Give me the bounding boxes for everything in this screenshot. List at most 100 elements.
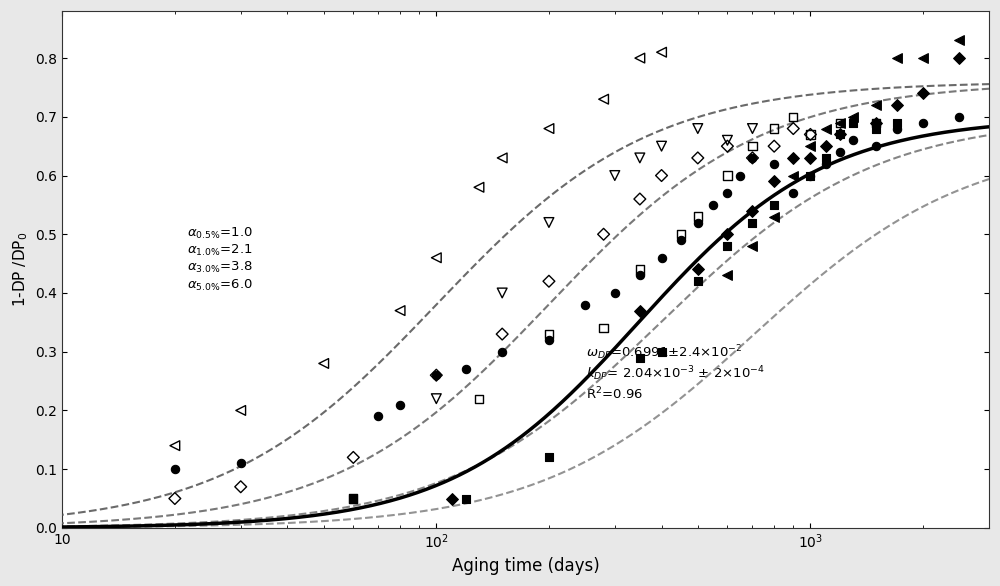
Point	[632, 195, 648, 204]
Point	[632, 265, 648, 274]
Point	[766, 200, 782, 210]
Point	[832, 118, 848, 127]
Point	[766, 141, 782, 151]
Point	[785, 171, 801, 180]
Point	[654, 141, 670, 151]
Point	[802, 171, 818, 180]
Point	[802, 141, 818, 151]
Point	[541, 329, 557, 339]
Point	[607, 171, 623, 180]
Point	[744, 218, 760, 227]
Point	[541, 124, 557, 133]
Point	[370, 411, 386, 421]
Point	[951, 53, 967, 63]
Text: $\omega_{DP}$=0.6991$\pm$2.4$\times$10$^{-2}$
$k_{DP}$= 2.04$\times$10$^{-3}$ $\: $\omega_{DP}$=0.6991$\pm$2.4$\times$10$^…	[586, 343, 765, 403]
Point	[868, 118, 884, 127]
Point	[494, 288, 510, 298]
Point	[428, 370, 444, 380]
Point	[766, 177, 782, 186]
Point	[541, 218, 557, 227]
Point	[494, 329, 510, 339]
Point	[889, 118, 905, 127]
Point	[719, 271, 735, 280]
Point	[494, 347, 510, 356]
Point	[345, 453, 361, 462]
Point	[845, 135, 861, 145]
Point	[654, 47, 670, 57]
Y-axis label: 1-DP /DP$_0$: 1-DP /DP$_0$	[11, 232, 30, 307]
Point	[818, 124, 834, 133]
Point	[494, 153, 510, 162]
Point	[596, 230, 612, 239]
Point	[345, 494, 361, 503]
Point	[868, 124, 884, 133]
Point	[428, 253, 444, 263]
Point	[915, 88, 931, 98]
Point	[458, 364, 474, 374]
Point	[719, 171, 735, 180]
Point	[785, 153, 801, 162]
Point	[951, 36, 967, 45]
Point	[541, 453, 557, 462]
Point	[392, 400, 408, 409]
Point	[845, 118, 861, 127]
Point	[632, 153, 648, 162]
Point	[541, 335, 557, 345]
Point	[428, 370, 444, 380]
Point	[889, 53, 905, 63]
Point	[766, 124, 782, 133]
Point	[832, 130, 848, 139]
Point	[915, 118, 931, 127]
Point	[744, 241, 760, 251]
Point	[719, 141, 735, 151]
Point	[444, 494, 460, 503]
Point	[632, 306, 648, 315]
Point	[690, 277, 706, 286]
Point	[471, 394, 487, 403]
Point	[802, 130, 818, 139]
Point	[818, 141, 834, 151]
Point	[654, 171, 670, 180]
Point	[719, 230, 735, 239]
Point	[233, 459, 249, 468]
Point	[167, 494, 183, 503]
Point	[596, 94, 612, 104]
Point	[690, 218, 706, 227]
Point	[832, 147, 848, 156]
Point	[632, 271, 648, 280]
Point	[233, 482, 249, 492]
Point	[802, 171, 818, 180]
Point	[766, 212, 782, 222]
Point	[951, 112, 967, 121]
Point	[818, 153, 834, 162]
Point	[785, 189, 801, 198]
Point	[818, 159, 834, 169]
Point	[654, 253, 670, 263]
Point	[316, 359, 332, 368]
Point	[744, 206, 760, 216]
Point	[705, 200, 721, 210]
Point	[673, 236, 689, 245]
Point	[632, 53, 648, 63]
Point	[654, 347, 670, 356]
Point	[167, 465, 183, 474]
Point	[719, 241, 735, 251]
Point	[744, 153, 760, 162]
Point	[732, 171, 748, 180]
Point	[233, 406, 249, 415]
Point	[458, 494, 474, 503]
Point	[802, 130, 818, 139]
Point	[167, 441, 183, 451]
Point	[690, 212, 706, 222]
Point	[428, 394, 444, 403]
Point	[690, 153, 706, 162]
Point	[577, 300, 593, 309]
Point	[868, 100, 884, 110]
Text: $\alpha_{0.5\%}$=1.0
$\alpha_{1.0\%}$=2.1
$\alpha_{3.0\%}$=3.8
$\alpha_{5.0\%}$=: $\alpha_{0.5\%}$=1.0 $\alpha_{1.0\%}$=2.…	[187, 226, 253, 292]
Point	[832, 130, 848, 139]
Point	[719, 189, 735, 198]
Point	[632, 353, 648, 362]
Point	[345, 494, 361, 503]
Point	[719, 135, 735, 145]
Point	[392, 306, 408, 315]
